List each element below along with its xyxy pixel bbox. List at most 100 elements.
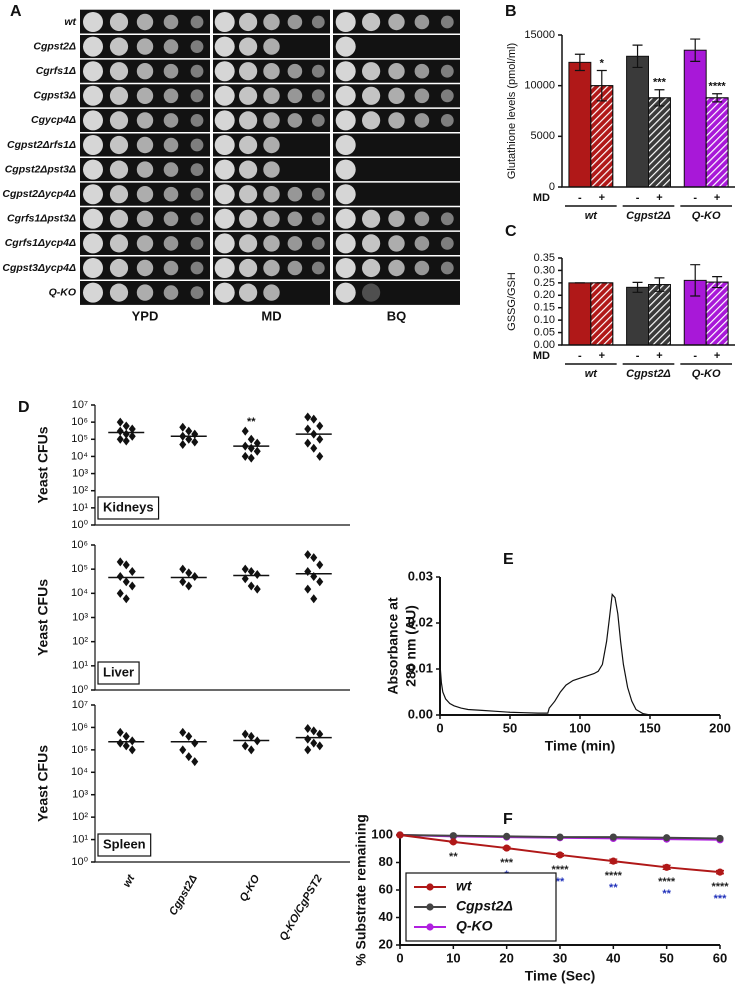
point: [128, 567, 136, 577]
spot: [83, 208, 103, 229]
axes: [561, 258, 735, 346]
point: [304, 734, 312, 744]
y-tick-label: 10²: [72, 636, 88, 648]
condition-label: -: [693, 192, 697, 204]
point: [185, 581, 193, 591]
condition-label: -: [636, 192, 640, 204]
spot: [136, 13, 154, 31]
x-tick-label: 60: [713, 950, 727, 965]
spot: [136, 235, 154, 252]
spot: [414, 88, 430, 104]
spot: [311, 261, 325, 275]
point: [316, 729, 324, 739]
spot: [214, 12, 235, 32]
spot: [136, 186, 154, 203]
x-tick-label: Q-KO/CgPST2: [277, 873, 324, 943]
axes: [94, 405, 350, 526]
point: [304, 550, 312, 560]
spot: [190, 40, 204, 53]
point: [310, 414, 318, 424]
marker: [556, 833, 564, 841]
bar-hatch: [705, 97, 729, 188]
spot: [109, 12, 129, 32]
y-tick-label: 10⁰: [71, 856, 88, 868]
error-bar: [574, 53, 585, 72]
spot: [214, 61, 235, 82]
spot: [136, 284, 154, 301]
spot: [388, 87, 405, 105]
bar: [683, 49, 707, 188]
spot: [190, 237, 204, 250]
point: [116, 557, 124, 567]
spot: [239, 62, 258, 81]
x-tick-label: 20: [499, 950, 513, 965]
spot: [109, 62, 129, 81]
x-axis-label: Time (min): [545, 738, 616, 754]
spot: [109, 283, 129, 302]
y-tick-label: 10¹: [72, 833, 88, 845]
point: [304, 438, 312, 448]
y-axis-label: 280 nm (AU): [403, 605, 419, 687]
point: [116, 727, 124, 737]
spot: [263, 259, 280, 277]
spot: [190, 64, 204, 78]
spot: [163, 88, 179, 104]
medium-label: MD: [261, 309, 281, 324]
spot: [335, 233, 356, 254]
spot: [214, 258, 235, 278]
point: [128, 736, 136, 746]
spot: [136, 38, 154, 55]
point: [253, 446, 261, 456]
y-tick-label: 100: [371, 826, 393, 841]
spot: [239, 160, 258, 179]
x-tick-label: 150: [639, 720, 661, 735]
spot: [263, 186, 280, 203]
spot: [263, 87, 280, 105]
spot: [83, 85, 103, 106]
condition-label: +: [714, 192, 720, 204]
significance: ***: [653, 77, 667, 89]
significance: **: [609, 882, 618, 894]
y-tick-label: 10²: [72, 485, 88, 497]
y-tick-label: 0.30: [534, 264, 555, 276]
point: [191, 757, 199, 767]
spot: [362, 86, 381, 105]
point: [310, 594, 318, 604]
point: [316, 741, 324, 751]
point: [310, 726, 318, 736]
y-tick-label: 40: [379, 909, 393, 924]
spot: [440, 212, 454, 226]
point: [241, 426, 249, 436]
axes: [561, 35, 735, 188]
spot: [214, 159, 235, 180]
spot: [335, 282, 356, 303]
y-tick-label: 10⁴: [71, 587, 88, 599]
bar-hatch: [648, 97, 671, 188]
point: [185, 434, 193, 444]
point: [304, 412, 312, 422]
y-tick-label: 0.03: [408, 568, 433, 583]
spot: [335, 85, 356, 106]
spot: [414, 260, 430, 276]
spot: [163, 186, 179, 202]
point: [310, 738, 318, 748]
x-tick-label: 50: [659, 950, 673, 965]
spot: [388, 210, 405, 227]
spot: [214, 36, 235, 57]
spot: [362, 258, 381, 278]
point: [122, 594, 130, 604]
point: [247, 567, 255, 577]
spot: [190, 114, 204, 127]
subplot-label-box: [97, 496, 160, 520]
spot: [287, 236, 303, 251]
spot: [239, 234, 258, 253]
subplot-label: Spleen: [103, 836, 146, 851]
spot: [335, 159, 356, 180]
y-axis-label: Yeast CFUs: [35, 579, 51, 656]
spot: [239, 283, 258, 302]
significance: ****: [709, 81, 727, 93]
y-tick-label: 0.00: [534, 339, 555, 351]
strain-label: Cgpst2Δ: [33, 40, 76, 52]
